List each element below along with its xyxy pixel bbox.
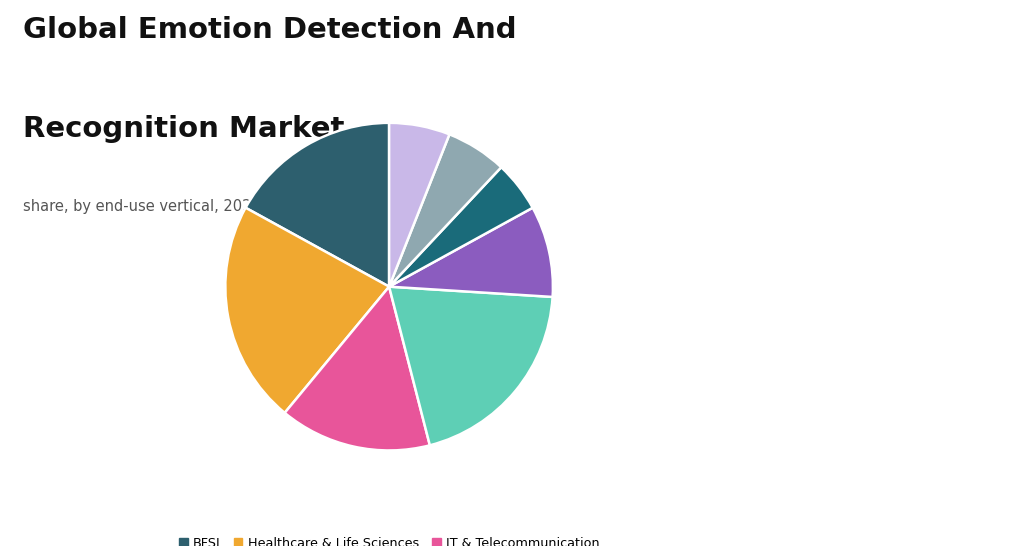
Wedge shape: [389, 123, 450, 287]
Wedge shape: [389, 287, 553, 446]
Text: Global Emotion Detection And: Global Emotion Detection And: [23, 16, 516, 44]
Text: $32.9B: $32.9B: [801, 213, 976, 256]
Wedge shape: [389, 207, 553, 297]
Wedge shape: [389, 134, 502, 287]
Text: Recognition Market: Recognition Market: [23, 115, 344, 143]
Wedge shape: [285, 287, 430, 450]
Text: share, by end-use vertical, 2021 (%): share, by end-use vertical, 2021 (%): [23, 199, 290, 214]
Wedge shape: [246, 123, 389, 287]
Wedge shape: [389, 167, 532, 287]
Wedge shape: [225, 207, 389, 413]
Text: Global Market Size,
2021: Global Market Size, 2021: [808, 312, 969, 354]
